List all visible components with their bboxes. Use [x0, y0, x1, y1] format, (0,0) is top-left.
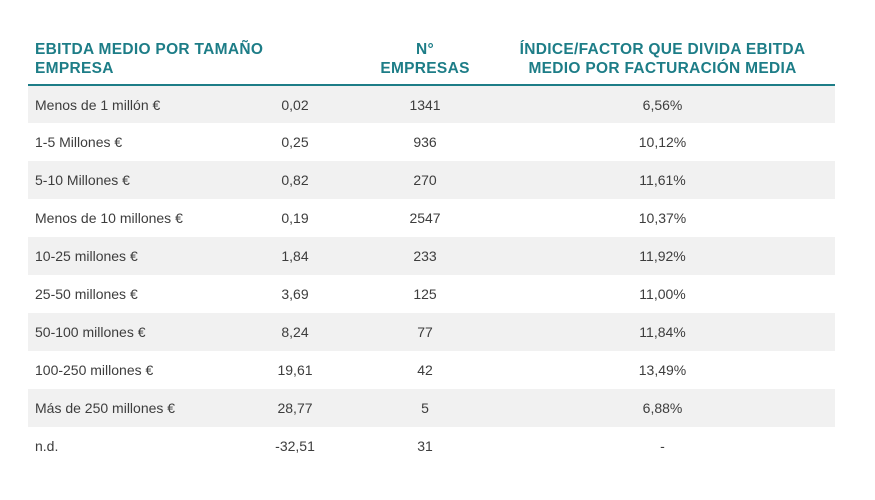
cell-size-label: n.d. [35, 438, 59, 454]
cell-num-empresas: 125 [413, 286, 437, 302]
cell-indice-factor-pct: 10,37% [638, 210, 687, 226]
table-row: n.d. -32,51 31 - [28, 427, 836, 465]
table-row: 50-100 millones € 8,24 77 11,84% [28, 313, 836, 351]
cell-ebitda-medio-value: 8,24 [281, 324, 309, 340]
cell-num-empresas: 270 [413, 172, 437, 188]
cell-ebitda-medio-value: 0,82 [281, 172, 309, 188]
cell-size-label: 5-10 Millones € [35, 172, 130, 188]
col-header-n-empresas: N° EMPRESAS [360, 40, 491, 86]
cell-size-label: Más de 250 millones € [35, 400, 176, 416]
cell-ebitda-medio-value: 19,61 [277, 362, 313, 378]
cell-indice-factor-pct: 11,84% [639, 324, 686, 340]
cell-num-empresas: 31 [417, 438, 433, 454]
cell-num-empresas: 1341 [409, 96, 441, 113]
table-header: EBITDA MEDIO POR TAMAÑO EMPRESA N° EMPRE… [28, 40, 836, 86]
table-row: 25-50 millones € 3,69 125 11,00% [28, 275, 836, 313]
cell-indice-factor-pct: 10,12% [638, 134, 687, 150]
cell-size-label: 100-250 millones € [35, 362, 154, 378]
cell-size-label: 50-100 millones € [35, 324, 146, 340]
cell-num-empresas: 233 [413, 248, 437, 264]
ebitda-table-container: EBITDA MEDIO POR TAMAÑO EMPRESA N° EMPRE… [28, 40, 836, 465]
cell-size-label: 25-50 millones € [35, 286, 138, 302]
header-row: EBITDA MEDIO POR TAMAÑO EMPRESA N° EMPRE… [28, 40, 836, 86]
cell-indice-factor-pct: 11,61% [639, 172, 686, 188]
cell-ebitda-medio-value: 1,84 [281, 248, 309, 264]
cell-ebitda-medio-value: 28,77 [277, 400, 313, 416]
cell-size-label: 10-25 millones € [35, 248, 138, 264]
table-row: 10-25 millones € 1,84 233 11,92% [28, 237, 836, 275]
cell-ebitda-medio-value: 0,19 [281, 210, 309, 226]
cell-size-label: Menos de 10 millones € [35, 210, 183, 226]
cell-ebitda-medio-value: -32,51 [275, 438, 315, 454]
table-row: 1-5 Millones € 0,25 936 10,12% [28, 123, 836, 161]
col-header-ebitda-por-tamano: EBITDA MEDIO POR TAMAÑO EMPRESA [28, 40, 361, 86]
cell-ebitda-medio-value: 0,02 [281, 96, 309, 113]
table-row: Menos de 1 millón € 0,02 1341 6,56% [28, 85, 836, 123]
cell-size-label: Menos de 1 millón € [35, 96, 161, 113]
ebitda-table: EBITDA MEDIO POR TAMAÑO EMPRESA N° EMPRE… [28, 40, 836, 465]
table-row: Más de 250 millones € 28,77 5 6,88% [28, 389, 836, 427]
cell-num-empresas: 936 [413, 134, 437, 150]
cell-num-empresas: 42 [417, 362, 433, 378]
cell-num-empresas: 5 [421, 400, 429, 416]
cell-size-label: 1-5 Millones € [35, 134, 123, 150]
cell-indice-factor-pct: - [660, 438, 665, 454]
col-header-indice-factor: ÍNDICE/FACTOR QUE DIVIDA EBITDA MEDIO PO… [490, 40, 836, 86]
cell-indice-factor-pct: 11,92% [639, 248, 686, 264]
cell-indice-factor-pct: 6,88% [642, 400, 683, 416]
cell-ebitda-medio-value: 0,25 [281, 134, 309, 150]
table-body: Menos de 1 millón € 0,02 1341 6,56% 1-5 … [28, 85, 836, 465]
cell-num-empresas: 77 [417, 324, 433, 340]
cell-num-empresas: 2547 [409, 210, 441, 226]
table-row: 5-10 Millones € 0,82 270 11,61% [28, 161, 836, 199]
cell-indice-factor-pct: 13,49% [638, 362, 687, 378]
cell-ebitda-medio-value: 3,69 [281, 286, 309, 302]
table-row: Menos de 10 millones € 0,19 2547 10,37% [28, 199, 836, 237]
table-row: 100-250 millones € 19,61 42 13,49% [28, 351, 836, 389]
cell-indice-factor-pct: 11,00% [639, 286, 686, 302]
cell-indice-factor-pct: 6,56% [642, 96, 683, 113]
